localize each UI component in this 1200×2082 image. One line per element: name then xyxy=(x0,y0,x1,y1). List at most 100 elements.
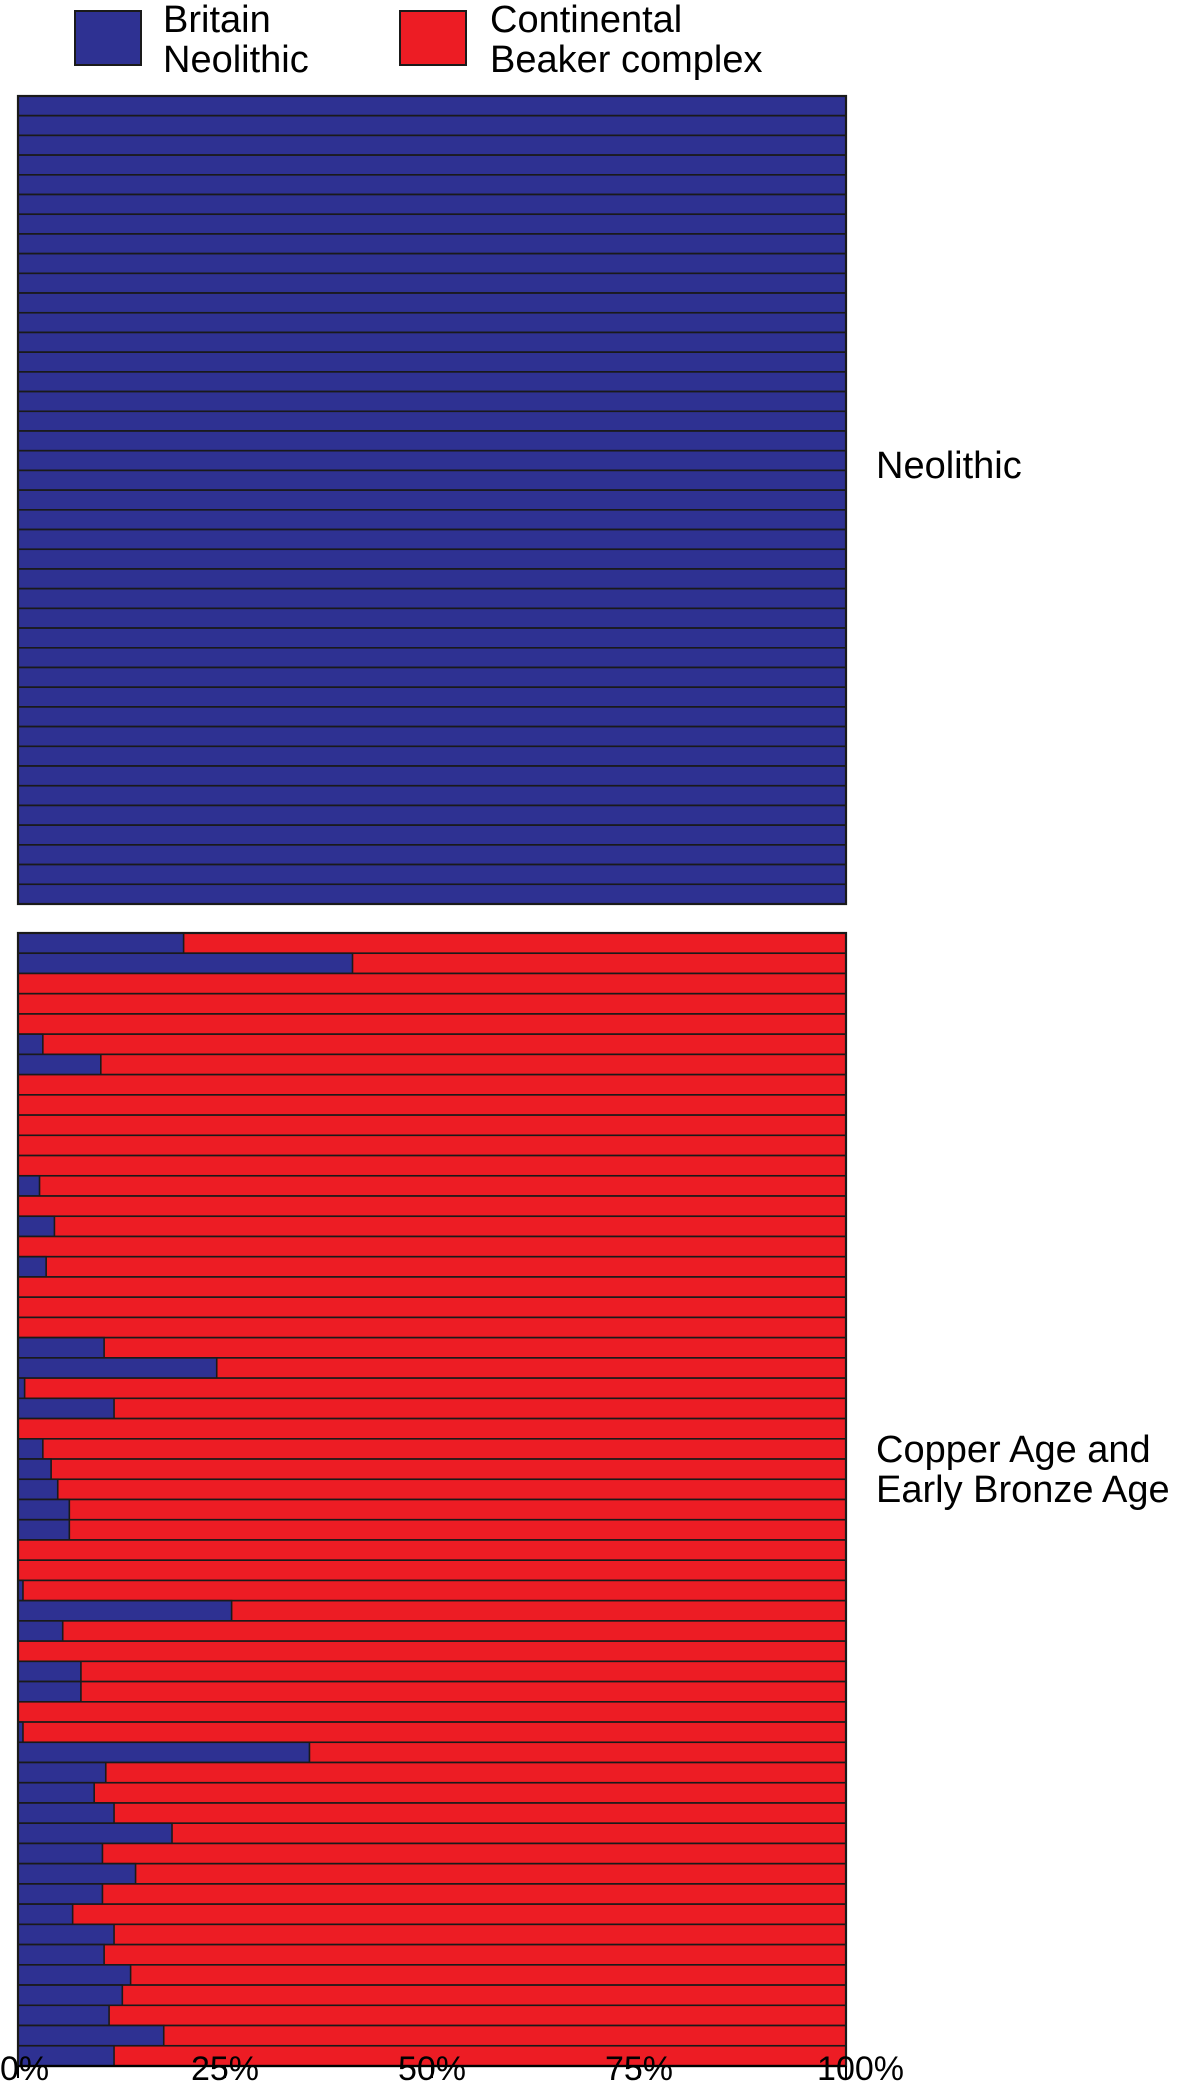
bar-segment-continental-beaker xyxy=(17,1438,847,1460)
bar-segment-britain-neolithic xyxy=(17,1741,311,1764)
bar-segment-britain-neolithic xyxy=(17,469,847,491)
bar-segment-continental-beaker xyxy=(17,1539,847,1561)
group-label-line: Neolithic xyxy=(876,445,1022,487)
bar-segment-britain-neolithic xyxy=(17,174,847,196)
bar-segment-britain-neolithic xyxy=(17,233,847,255)
bar-segment-britain-neolithic xyxy=(17,1397,115,1420)
bar-segment-continental-beaker xyxy=(17,1053,847,1076)
bar-segment-britain-neolithic xyxy=(17,410,847,432)
bar-segment-continental-beaker xyxy=(17,1761,847,1784)
bar-segment-britain-neolithic xyxy=(17,114,847,137)
bar-segment-britain-neolithic xyxy=(17,804,847,826)
bar-segment-britain-neolithic xyxy=(17,666,847,689)
bar-segment-continental-beaker xyxy=(17,1862,847,1885)
group-label-neolithic: Neolithic xyxy=(876,445,1022,487)
bar-segment-continental-beaker xyxy=(17,1094,847,1116)
bar-segment-britain-neolithic xyxy=(17,587,847,610)
bar-segment-continental-beaker xyxy=(17,1255,847,1278)
bar-segment-britain-neolithic xyxy=(17,1478,59,1501)
x-axis: 0% 25% 50% 75% 100% xyxy=(0,2050,904,2082)
bar-segment-britain-neolithic xyxy=(17,863,847,886)
bar-segment-britain-neolithic xyxy=(17,1923,115,1946)
bar-segment-continental-beaker xyxy=(17,1215,847,1238)
group-label-line: Early Bronze Age xyxy=(876,1469,1170,1511)
bar-segment-britain-neolithic xyxy=(17,952,354,975)
bar-segment-continental-beaker xyxy=(17,1883,847,1905)
bar-segment-continental-beaker xyxy=(17,1478,847,1501)
legend-label-line: Continental xyxy=(490,0,682,41)
legend-label-line: Britain xyxy=(163,0,271,41)
bar-segment-britain-neolithic xyxy=(17,213,847,235)
x-tick-label: 0% xyxy=(0,2050,49,2082)
bar-segment-britain-neolithic xyxy=(17,1215,56,1238)
bar-segment-continental-beaker xyxy=(17,1276,847,1298)
group-label-line: Copper Age and xyxy=(876,1429,1151,1471)
bar-segment-continental-beaker xyxy=(17,1397,847,1420)
bar-segment-continental-beaker xyxy=(17,1781,847,1804)
bar-segment-britain-neolithic xyxy=(17,154,847,176)
bar-segment-continental-beaker xyxy=(17,1377,847,1400)
bar-segment-britain-neolithic xyxy=(17,489,847,511)
bar-segment-britain-neolithic xyxy=(17,331,847,353)
bar-segment-britain-neolithic xyxy=(17,311,847,334)
legend-label-line: Beaker complex xyxy=(490,39,762,81)
bar-segment-britain-neolithic xyxy=(17,134,847,156)
bar-segment-continental-beaker xyxy=(17,1336,847,1359)
bar-segment-britain-neolithic xyxy=(17,706,847,728)
bar-segment-britain-neolithic xyxy=(17,95,847,117)
bar-segment-britain-neolithic xyxy=(17,292,847,314)
bar-segment-britain-neolithic xyxy=(17,1781,95,1804)
bar-segment-continental-beaker xyxy=(17,1134,847,1157)
bar-segment-britain-neolithic xyxy=(17,765,847,787)
bar-segment-britain-neolithic xyxy=(17,932,185,955)
bar-segment-britain-neolithic xyxy=(17,1761,107,1784)
bar-segment-continental-beaker xyxy=(17,992,847,1015)
bar-segment-britain-neolithic xyxy=(17,548,847,570)
bar-segment-britain-neolithic xyxy=(17,1822,173,1845)
bar-segment-britain-neolithic xyxy=(17,351,847,373)
bar-segment-britain-neolithic xyxy=(17,745,847,767)
bar-segment-britain-neolithic xyxy=(17,686,847,708)
bar-segment-continental-beaker xyxy=(17,1559,847,1582)
bar-segment-britain-neolithic xyxy=(17,883,847,905)
bar-segment-britain-neolithic xyxy=(17,1255,47,1278)
bar-segment-britain-neolithic xyxy=(17,1357,218,1379)
bar-segment-britain-neolithic xyxy=(17,1802,115,1825)
bar-segment-britain-neolithic xyxy=(17,784,847,807)
bar-segment-continental-beaker xyxy=(17,1680,847,1703)
bar-segment-britain-neolithic xyxy=(17,2004,110,2027)
bar-segment-britain-neolithic xyxy=(17,449,847,472)
x-tick-label: 25% xyxy=(191,2050,259,2082)
bar-segment-britain-neolithic xyxy=(17,1438,44,1460)
bar-segment-britain-neolithic xyxy=(17,1336,105,1359)
legend-swatch-continental-beaker xyxy=(399,10,467,66)
x-tick-label: 75% xyxy=(605,2050,673,2082)
bar-segment-britain-neolithic xyxy=(17,193,847,216)
x-tick-label: 100% xyxy=(817,2050,904,2082)
bar-segment-continental-beaker xyxy=(17,1417,847,1440)
bar-segment-continental-beaker xyxy=(17,1114,847,1137)
bar-segment-britain-neolithic xyxy=(17,509,847,531)
bar-segment-continental-beaker xyxy=(17,1579,847,1602)
bar-segment-continental-beaker xyxy=(17,1842,847,1865)
x-tick-label: 50% xyxy=(398,2050,466,2082)
bar-segment-britain-neolithic xyxy=(17,1842,104,1865)
legend-label-britain-neolithic: Britain Neolithic xyxy=(163,0,309,81)
legend: Britain Neolithic Continental Beaker com… xyxy=(74,0,762,81)
bar-segment-continental-beaker xyxy=(17,1943,847,1966)
bar-segment-britain-neolithic xyxy=(17,725,847,748)
bar-segment-continental-beaker xyxy=(17,1073,847,1096)
bar-segment-britain-neolithic xyxy=(17,1599,233,1622)
bar-segment-britain-neolithic xyxy=(17,1903,74,1926)
bar-segment-continental-beaker xyxy=(17,1498,847,1521)
bar-segment-continental-beaker xyxy=(17,1235,847,1258)
bar-segment-britain-neolithic xyxy=(17,1680,82,1703)
bars xyxy=(16,94,848,2068)
bar-segment-continental-beaker xyxy=(17,1174,847,1197)
bar-segment-continental-beaker xyxy=(17,1640,847,1663)
bar-segment-continental-beaker xyxy=(17,1701,847,1723)
group-label-copper-age: Copper Age and Early Bronze Age xyxy=(876,1429,1170,1511)
bar-segment-britain-neolithic xyxy=(17,647,847,669)
bar-segment-continental-beaker xyxy=(17,1964,847,1986)
